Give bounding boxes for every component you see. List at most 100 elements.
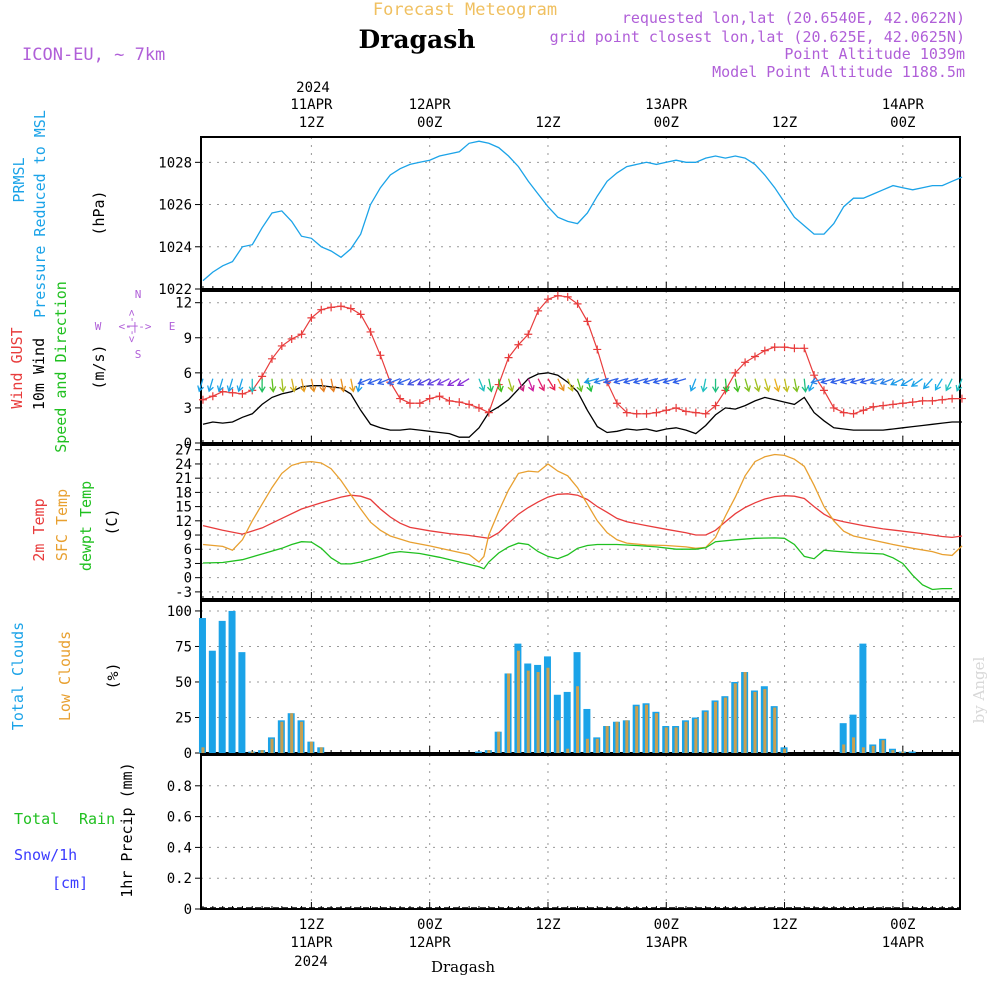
low-cloud-bar — [497, 731, 501, 753]
wind-direction-arrow — [309, 378, 317, 393]
gust-marker — [800, 344, 809, 353]
total-cloud-bar — [839, 723, 847, 753]
bottom-date-label: 12APR — [409, 935, 452, 951]
gust-marker — [711, 401, 720, 410]
wind-direction-arrow — [782, 378, 790, 393]
y-tick-label: 1022 — [158, 282, 192, 298]
total-cloud-bar — [198, 618, 206, 753]
wind-direction-arrow — [537, 378, 546, 392]
gust-marker — [662, 406, 671, 415]
wind-direction-arrow — [711, 378, 720, 393]
gust-marker — [356, 310, 365, 319]
wind-direction-arrow — [207, 378, 214, 393]
gust-marker — [553, 291, 562, 300]
model-label: ICON-EU, ~ 7km — [22, 45, 165, 65]
gust-marker — [839, 408, 848, 417]
wind-direction-arrow — [810, 377, 825, 385]
low-cloud-bar — [723, 697, 727, 753]
total-cloud-bar — [208, 650, 216, 753]
wind-direction-arrow — [289, 378, 297, 393]
top-time-axis: 2024 11APR 12Z 12APR 00Z 12Z 13APR 00Z 12Z 14APR… — [290, 80, 924, 131]
wind-direction-arrow — [672, 377, 687, 385]
wind-direction-arrow — [339, 378, 347, 393]
wind-direction-arrow — [773, 378, 781, 393]
y-tick-label: 12 — [175, 514, 192, 530]
low-cloud-bar — [664, 727, 668, 753]
low-cloud-bar — [319, 747, 323, 753]
wind-direction-arrow — [299, 378, 307, 393]
temp2m-label: 2m Temp — [30, 498, 48, 561]
wind-direction-arrow — [226, 378, 234, 393]
pressure-panel: PRMSL Pressure Reduced to MSL (hPa) 1022… — [10, 110, 963, 318]
model-altitude: Model Point Altitude 1188.5m — [712, 63, 965, 81]
low-cloud-bar — [881, 740, 885, 753]
low-cloud-bar — [871, 745, 875, 753]
pressure-unit: (hPa) — [90, 190, 108, 235]
low-cloud-bar — [260, 750, 264, 753]
y-tick-label: 15 — [175, 500, 192, 516]
precip-panel: Total Rain Snow/1h [cm] 1hr Precip (mm) … — [14, 754, 961, 918]
gust-marker — [336, 302, 345, 311]
point-altitude: Point Altitude 1039m — [784, 45, 965, 63]
gust-marker — [484, 408, 493, 417]
gust-marker — [593, 345, 602, 354]
temp-unit: (C) — [103, 508, 121, 535]
low-cloud-bar — [753, 691, 757, 753]
y-tick-label: 25 — [175, 710, 192, 726]
bottom-time-label: 00Z — [890, 917, 915, 933]
gust-marker — [445, 396, 454, 405]
top-date-label: 11APR — [290, 97, 333, 113]
low-cloud-bar — [842, 744, 846, 753]
wind-direction-arrow — [955, 378, 963, 392]
wind-unit: (m/s) — [90, 344, 108, 389]
wind-direction-arrow — [910, 378, 923, 387]
wind-direction-arrow — [478, 378, 486, 392]
wind-direction-arrow — [623, 377, 637, 385]
wind-direction-arrow — [632, 377, 647, 385]
wind-direction-arrow — [849, 377, 864, 385]
wind-direction-arrow — [839, 377, 854, 385]
y-tick-label: 0 — [184, 746, 192, 762]
y-tick-label: 0.4 — [167, 840, 192, 856]
gust-marker — [366, 327, 375, 336]
gust-marker — [859, 406, 868, 415]
wind-direction-arrow — [830, 377, 844, 385]
bottom-time-label: 12Z — [535, 917, 560, 933]
panel-frame — [200, 290, 961, 444]
y-tick-label: 0 — [184, 902, 192, 918]
top-time-label: 00Z — [417, 115, 442, 131]
total-cloud-bar — [474, 751, 482, 753]
gust-marker — [879, 401, 888, 410]
low-cloud-bar — [694, 718, 698, 753]
wind-direction-arrow — [507, 378, 515, 393]
gust-marker — [218, 387, 227, 396]
gust-marker — [790, 344, 799, 353]
total-cloud-bar — [563, 691, 571, 753]
gust-marker — [307, 313, 316, 322]
wind-line — [202, 372, 962, 438]
wind-direction-arrow — [486, 378, 494, 393]
wind-direction-arrow — [367, 378, 381, 386]
y-tick-label: 6 — [184, 366, 192, 382]
gust-marker — [957, 394, 966, 403]
low-cloud-bar — [763, 689, 767, 753]
wind-direction-arrow — [733, 378, 741, 393]
gust-marker — [849, 409, 858, 418]
pressure-desc-label: Pressure Reduced to MSL — [31, 110, 49, 318]
sfc-temp-line — [202, 453, 963, 563]
wind-direction-arrow — [416, 378, 430, 386]
gust-marker — [750, 352, 759, 361]
gust-marker — [622, 408, 631, 417]
wind-direction-arrow — [447, 378, 460, 387]
gust-marker — [524, 330, 533, 339]
wind-direction-arrow — [890, 378, 904, 386]
temperature-panel: 2m Temp SFC Temp dewpt Temp (C) -3036912… — [30, 443, 963, 601]
wind-direction-arrow — [567, 378, 575, 392]
wind-direction-arrow — [348, 378, 356, 393]
top-date-label: 14APR — [882, 97, 925, 113]
wind-direction-arrow — [456, 378, 470, 387]
gust-marker — [474, 403, 483, 412]
wind-direction-arrow — [922, 378, 933, 390]
wind-direction-arrow — [386, 378, 401, 386]
gust-marker — [760, 346, 769, 355]
